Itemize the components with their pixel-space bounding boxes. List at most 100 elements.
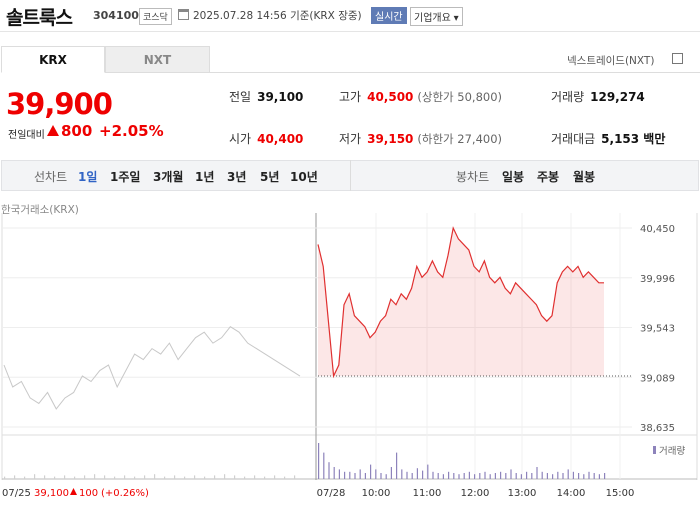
candle-weekly[interactable]: 주봉 [537,170,560,184]
volume-bar [144,475,146,479]
volume-bar [500,471,502,479]
volume-bar [323,452,325,479]
volume-bar [124,475,126,479]
period-10y[interactable]: 10년 [290,170,318,184]
datetime-basis: 2025.07.28 14:56 기준(KRX 장중) [193,8,362,23]
volume-bar [74,476,76,479]
period-3y[interactable]: 3년 [227,170,247,184]
line-chart-label: 선차트 [34,170,68,184]
realtime-badge: 실시간 [371,7,407,24]
volume-bar [194,475,196,479]
y-tick-label: 39,996 [640,274,675,285]
x-tick-label: 12:00 [461,488,490,499]
volume-bar [427,464,429,479]
company-overview-button[interactable]: 기업개요 ▾ [410,7,463,26]
x-tick-label: 07/28 [317,488,346,499]
volume-bar [552,474,554,479]
volume-bar [557,471,559,479]
datetime: 2025.07.28 14:56 [193,10,287,22]
volume-bar [505,473,507,479]
tab-nxt[interactable]: NXT [105,46,210,73]
volume-bar [164,476,166,479]
stat-trade-value: 거래대금 5,153 백만 [551,130,665,147]
volume-bar [94,474,96,479]
volume-bar [567,469,569,479]
volume-bar [406,471,408,479]
volume-bar [468,471,470,479]
external-link-icon[interactable] [672,53,683,64]
prev-day-date: 07/25 [2,488,31,499]
stat-low: 저가 39,150 (하한가 27,400) [339,130,502,147]
volume-bar [254,475,256,479]
prev-day-up-icon [70,488,77,495]
volume-bar [375,469,377,479]
volume-bar [370,464,372,479]
stat-volume: 거래량 129,274 [551,88,645,105]
volume-bar [264,476,266,479]
volume-bar [318,443,320,479]
volume-bar [24,476,26,479]
basis: 기준(KRX 장중) [290,10,362,22]
volume-legend: 거래량 [659,446,686,457]
volume-bar [84,475,86,479]
volume-bar [510,469,512,479]
volume-bar [515,473,517,479]
stat-value: 39,150 [367,132,414,146]
volume-bar [583,474,585,479]
volume-bar [184,476,186,479]
volume-bar [531,473,533,479]
volume-bar [562,473,564,479]
period-3m[interactable]: 3개월 [153,170,184,184]
company-overview-label: 기업개요 [414,13,451,24]
up-arrow-icon [47,125,59,136]
volume-bar [104,475,106,479]
y-tick-label: 40,450 [640,224,675,235]
volume-bar [204,476,206,479]
x-tick-label: 11:00 [413,488,442,499]
volume-bar [474,474,476,479]
stat-open: 시가 40,400 [229,130,303,147]
prev-day-change: 100 [79,488,98,499]
volume-bar [328,462,330,479]
stock-code: 304100 [93,9,139,22]
volume-bar [526,471,528,479]
volume-bar [442,474,444,479]
volume-bar [401,469,403,479]
tab-krx[interactable]: KRX [1,46,105,73]
nextrade-link[interactable]: 넥스트레이드(NXT) [567,55,655,67]
volume-bar [546,473,548,479]
today-series [317,226,604,379]
stat-label: 거래량 [551,90,585,104]
volume-bar [458,474,460,479]
period-1w[interactable]: 1주일 [110,170,141,184]
volume-bar [338,469,340,479]
upper-limit: (상한가 50,800) [417,90,503,104]
period-divider [350,160,351,191]
prev-day-series [3,326,301,410]
volume-bar [64,475,66,479]
volume-bar [34,474,36,479]
volume-bar [578,473,580,479]
stat-label: 시가 [229,132,252,146]
volume-bar [154,474,156,479]
calendar-icon [178,9,189,20]
stat-value: 39,100 [257,90,304,104]
stat-value: 40,500 [367,90,414,104]
volume-bar [422,470,424,479]
candle-daily[interactable]: 일봉 [502,170,525,184]
volume-bar [411,473,413,479]
period-1y[interactable]: 1년 [195,170,215,184]
volume-bar [604,473,606,479]
stat-label: 전일 [229,90,252,104]
volume-bar [174,475,176,479]
lower-limit: (하한가 27,400) [417,132,503,146]
stat-high: 고가 40,500 (상한가 50,800) [339,88,502,105]
period-1d[interactable]: 1일 [78,170,98,184]
x-tick-label: 13:00 [508,488,537,499]
volume-legend-swatch [653,446,656,454]
volume-bar [364,473,366,479]
change-label: 전일대비 [8,130,45,141]
period-5y[interactable]: 5년 [260,170,280,184]
volume-bar [588,471,590,479]
candle-monthly[interactable]: 월봉 [573,170,596,184]
